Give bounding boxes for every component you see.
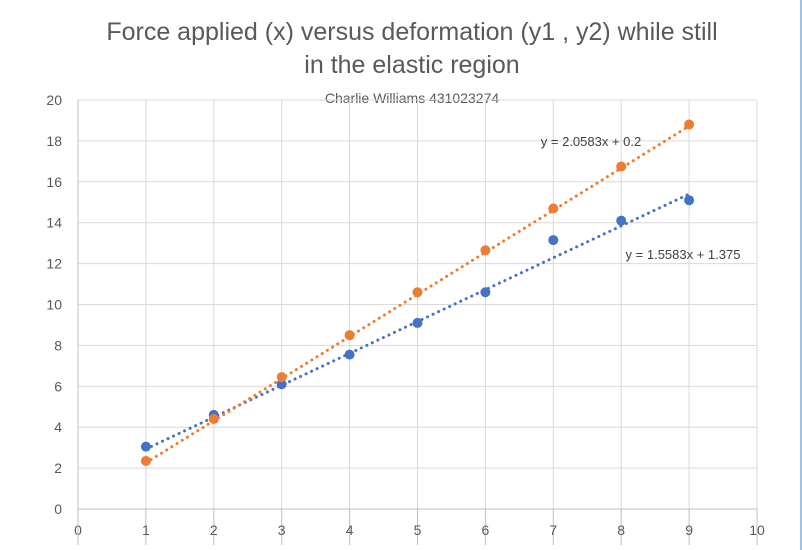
data-point-y2-9: [684, 119, 695, 130]
x-tick-label-9: 9: [685, 522, 693, 538]
data-point-y2-7: [548, 203, 559, 214]
trendline-equation-y1: y = 1.5583x + 1.375: [626, 247, 741, 262]
y-tick-label-8: 8: [54, 337, 62, 353]
x-tick-label-3: 3: [278, 522, 286, 538]
x-tick-label-2: 2: [210, 522, 218, 538]
axes: 02468101214161820012345678910: [46, 92, 765, 545]
chart-title-line-1: Force applied (x) versus deformation (y1…: [106, 18, 717, 46]
y-tick-label-14: 14: [46, 215, 62, 231]
y-tick-label-6: 6: [54, 378, 62, 394]
data-point-y1-9: [684, 195, 695, 206]
x-tick-label-1: 1: [142, 522, 150, 538]
x-tick-label-6: 6: [482, 522, 490, 538]
data-point-y1-5: [412, 317, 423, 328]
data-point-y2-8: [616, 161, 627, 172]
data-point-y1-7: [548, 235, 559, 246]
x-tick-label-10: 10: [749, 522, 765, 538]
chart-title-line-2: in the elastic region: [304, 51, 519, 79]
data-point-y2-6: [480, 245, 491, 256]
data-point-y2-4: [344, 330, 355, 341]
x-tick-label-8: 8: [617, 522, 625, 538]
x-tick-label-5: 5: [414, 522, 422, 538]
data-point-y1-6: [480, 287, 491, 298]
data-point-y1-4: [344, 349, 355, 360]
trendline-equation-y2: y = 2.0583x + 0.2: [541, 134, 641, 149]
y-tick-label-0: 0: [54, 501, 62, 517]
trendline-equations: y = 2.0583x + 0.2 y = 1.5583x + 1.375: [541, 134, 741, 262]
chart-subtitle: Charlie Williams 431023274: [325, 90, 500, 106]
data-point-y2-2: [208, 414, 219, 425]
y-tick-label-2: 2: [54, 460, 62, 476]
y-tick-label-12: 12: [46, 256, 62, 272]
data-point-y1-1: [140, 441, 151, 452]
data-point-y2-1: [140, 455, 151, 466]
chart-title: Force applied (x) versus deformation (y1…: [106, 18, 717, 106]
y-tick-label-20: 20: [46, 92, 62, 108]
y-tick-label-18: 18: [46, 133, 62, 149]
y-tick-label-16: 16: [46, 174, 62, 190]
data-point-y1-3: [276, 379, 287, 390]
gridlines: [78, 99, 758, 509]
x-tick-label-4: 4: [346, 522, 354, 538]
y-tick-label-4: 4: [54, 419, 62, 435]
data-points: [140, 119, 695, 466]
data-point-y1-8: [616, 215, 627, 226]
data-point-y2-3: [276, 372, 287, 383]
data-point-y2-5: [412, 287, 423, 298]
y-tick-label-10: 10: [46, 297, 62, 313]
x-tick-label-7: 7: [549, 522, 557, 538]
